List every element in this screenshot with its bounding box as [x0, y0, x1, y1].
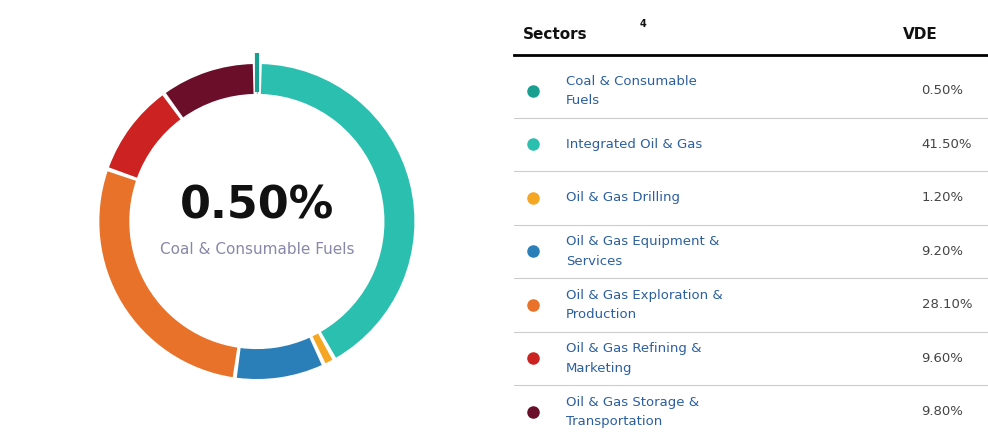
Text: Oil & Gas Refining &: Oil & Gas Refining & — [566, 342, 701, 355]
Text: Services: Services — [566, 255, 622, 268]
Text: Oil & Gas Exploration &: Oil & Gas Exploration & — [566, 289, 722, 302]
Text: 4: 4 — [639, 19, 646, 29]
Text: 41.50%: 41.50% — [922, 138, 972, 151]
Text: Sectors: Sectors — [524, 27, 588, 42]
Text: Coal & Consumable Fuels: Coal & Consumable Fuels — [160, 242, 354, 257]
Text: Oil & Gas Drilling: Oil & Gas Drilling — [566, 191, 680, 204]
Wedge shape — [261, 64, 414, 358]
Text: 0.50%: 0.50% — [180, 184, 334, 227]
Text: VDE: VDE — [903, 27, 938, 42]
Text: 9.60%: 9.60% — [922, 352, 963, 365]
Text: 9.80%: 9.80% — [922, 405, 963, 418]
Text: Integrated Oil & Gas: Integrated Oil & Gas — [566, 138, 702, 151]
Text: 28.10%: 28.10% — [922, 299, 972, 311]
Text: Marketing: Marketing — [566, 361, 632, 375]
Text: Coal & Consumable: Coal & Consumable — [566, 75, 697, 88]
Text: 1.20%: 1.20% — [922, 191, 963, 204]
Text: Oil & Gas Storage &: Oil & Gas Storage & — [566, 396, 700, 408]
Text: 9.20%: 9.20% — [922, 245, 963, 258]
Text: Fuels: Fuels — [566, 94, 600, 107]
Wedge shape — [100, 171, 237, 377]
Wedge shape — [166, 64, 254, 117]
Text: 0.50%: 0.50% — [922, 85, 963, 97]
Text: Transportation: Transportation — [566, 415, 662, 428]
Wedge shape — [312, 334, 332, 363]
Wedge shape — [109, 95, 181, 178]
Text: Production: Production — [566, 308, 637, 321]
Wedge shape — [237, 338, 322, 379]
Text: Oil & Gas Equipment &: Oil & Gas Equipment & — [566, 235, 719, 248]
